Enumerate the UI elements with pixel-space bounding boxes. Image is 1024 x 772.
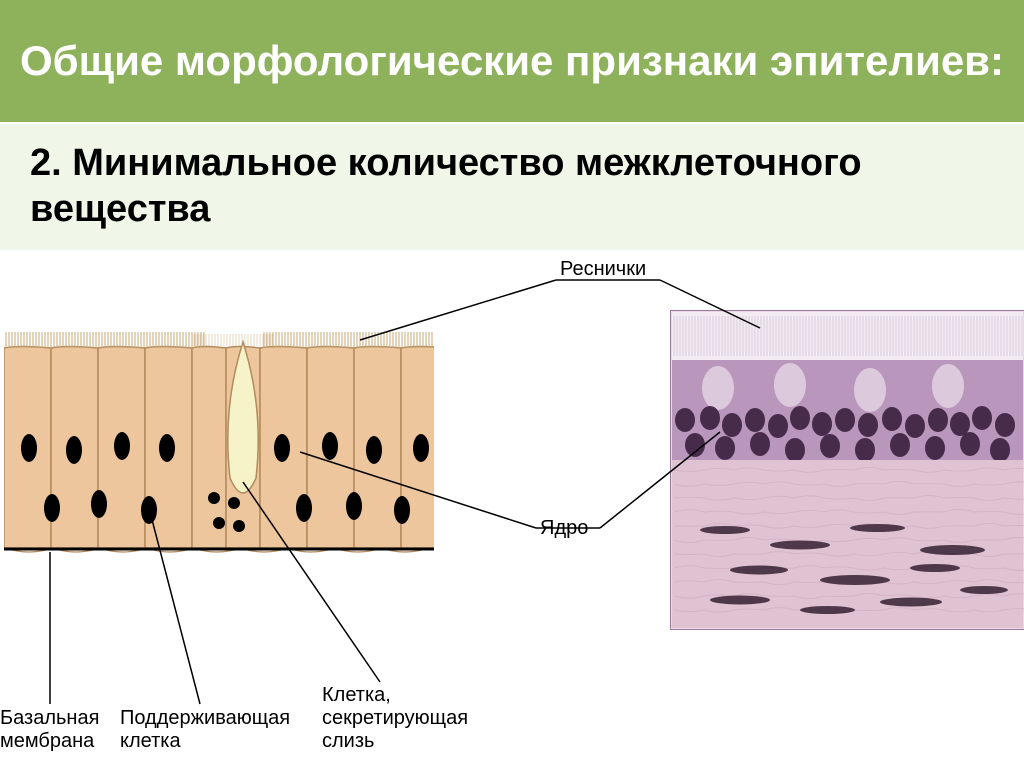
- slide-title: Общие морфологические признаки эпителиев…: [0, 0, 1024, 122]
- label-cilia: Реснички: [560, 258, 646, 281]
- label-mucus-cell: Клетка,секретирующаяслизь: [322, 684, 468, 753]
- label-nucleus: Ядро: [540, 517, 588, 540]
- slide-title-text: Общие морфологические признаки эпителиев…: [20, 37, 1004, 85]
- epithelium-micrograph: [670, 310, 1024, 630]
- label-supporting-cell-text: Поддерживающаяклетка: [120, 707, 290, 752]
- label-mucus-cell-text: Клетка,секретирующаяслизь: [322, 684, 468, 752]
- slide-subtitle-text: 2. Минимальное количество межклеточного …: [30, 141, 994, 232]
- diagram-area: Реснички Ядро Базальнаямембрана Поддержи…: [0, 252, 1024, 772]
- label-supporting-cell: Поддерживающаяклетка: [120, 707, 290, 753]
- label-basal-membrane-text: Базальнаямембрана: [0, 707, 99, 752]
- slide-subtitle: 2. Минимальное количество межклеточного …: [0, 122, 1024, 252]
- label-basal-membrane: Базальнаямембрана: [0, 707, 99, 753]
- epithelium-schematic: [4, 298, 434, 638]
- label-cilia-text: Реснички: [560, 258, 646, 280]
- label-nucleus-text: Ядро: [540, 517, 588, 539]
